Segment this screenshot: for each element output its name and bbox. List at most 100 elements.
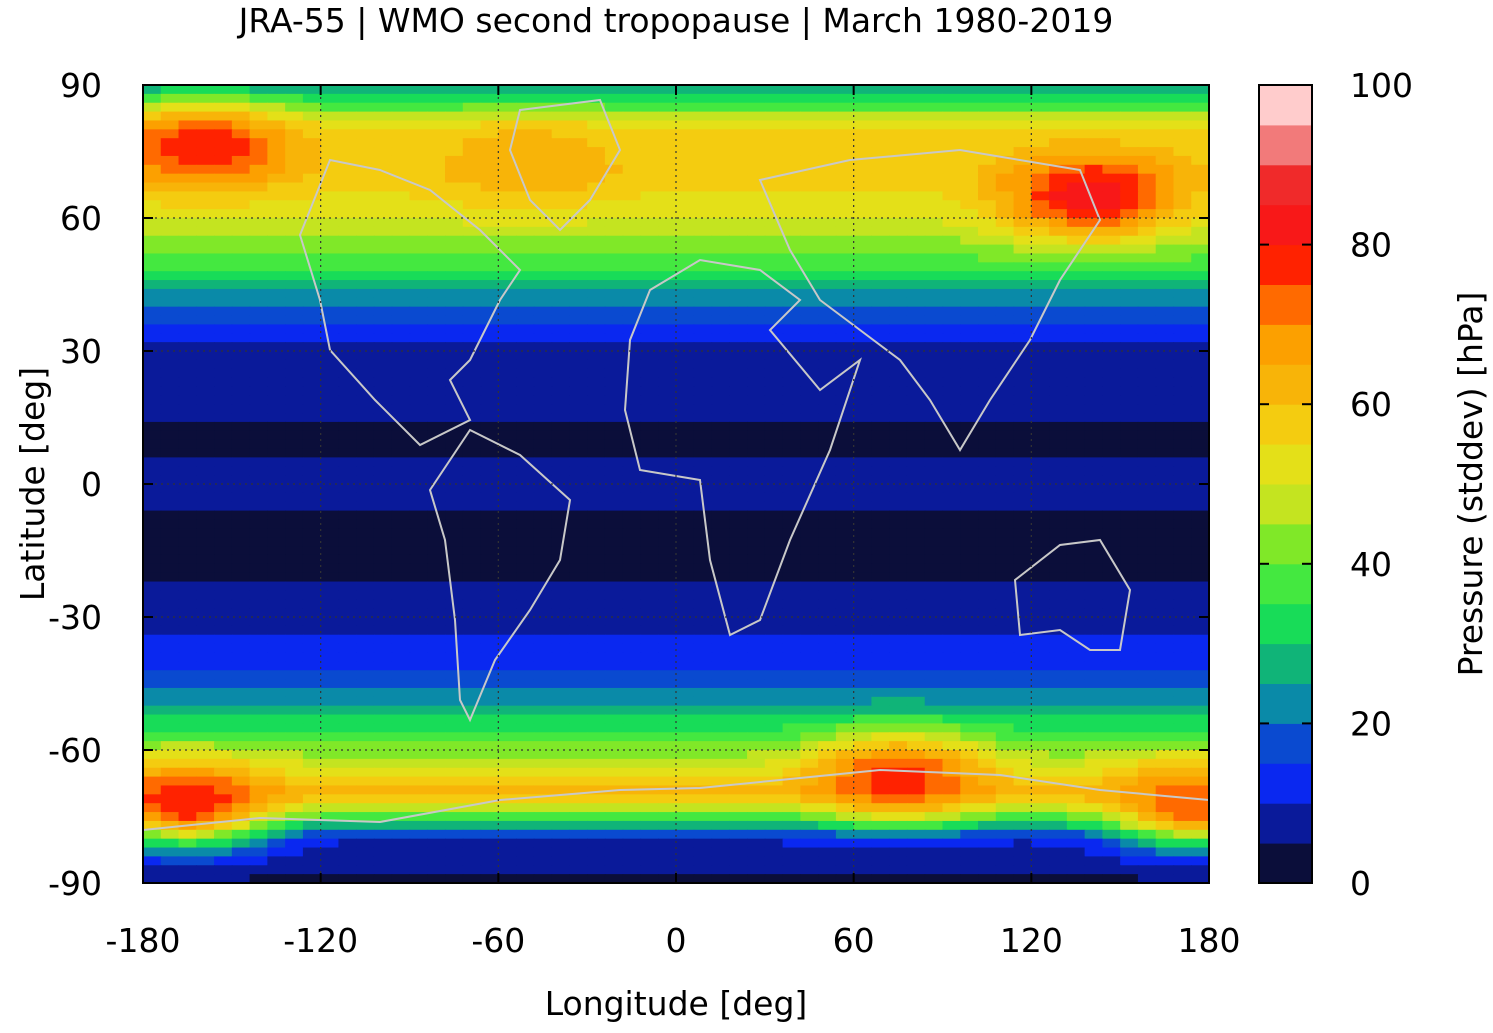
heatmap-cell	[214, 714, 233, 724]
heatmap-cell	[1102, 306, 1121, 317]
heatmap-cell	[373, 714, 393, 724]
heatmap-cell	[960, 599, 979, 609]
heatmap-cell	[302, 173, 322, 184]
heatmap-cell	[640, 687, 659, 698]
heatmap-cell	[729, 723, 748, 733]
heatmap-cell	[764, 315, 784, 325]
heatmap-cell	[373, 758, 393, 769]
heatmap-cell	[391, 679, 411, 689]
heatmap-cell	[835, 448, 855, 458]
heatmap-cell	[978, 102, 997, 113]
heatmap-cell	[693, 253, 713, 263]
heatmap-cell	[338, 306, 357, 317]
heatmap-cell	[320, 209, 340, 219]
heatmap-cell	[906, 155, 926, 166]
heatmap-cell	[480, 200, 499, 210]
heatmap-cell	[427, 297, 446, 308]
heatmap-cell	[391, 333, 411, 343]
heatmap-cell	[178, 537, 197, 547]
heatmap-cell	[1120, 519, 1139, 529]
heatmap-cell	[604, 563, 624, 574]
heatmap-cell	[800, 147, 819, 157]
heatmap-cell	[356, 820, 375, 831]
heatmap-cell	[835, 687, 855, 698]
heatmap-cell	[587, 200, 606, 210]
heatmap-cell	[480, 218, 499, 228]
heatmap-cell	[818, 634, 837, 645]
heatmap-cell	[480, 741, 499, 751]
heatmap-cell	[800, 714, 819, 724]
heatmap-cell	[249, 554, 268, 565]
heatmap-cell	[906, 590, 926, 600]
heatmap-cell	[1013, 519, 1032, 529]
heatmap-cell	[480, 599, 499, 609]
heatmap-cell	[302, 687, 322, 698]
heatmap-cell	[338, 590, 357, 600]
heatmap-cell	[249, 643, 268, 654]
heatmap-cell	[356, 218, 375, 228]
heatmap-cell	[800, 758, 819, 769]
heatmap-cell	[391, 750, 411, 760]
heatmap-cell	[1120, 528, 1139, 538]
heatmap-cell	[924, 209, 944, 219]
heatmap-cell	[462, 404, 482, 414]
heatmap-cell	[747, 85, 766, 95]
heatmap-cell	[1084, 404, 1103, 414]
heatmap-cell	[231, 741, 251, 751]
heatmap-cell	[178, 85, 197, 95]
heatmap-cell	[462, 670, 482, 680]
heatmap-cell	[498, 351, 517, 361]
heatmap-cell	[995, 723, 1015, 733]
heatmap-cell	[782, 750, 801, 760]
heatmap-cell	[604, 457, 624, 467]
heatmap-cell	[214, 457, 233, 467]
heatmap-cell	[906, 200, 926, 210]
heatmap-cell	[391, 581, 411, 591]
heatmap-cell	[1084, 368, 1103, 379]
heatmap-cell	[196, 209, 215, 219]
heatmap-cell	[214, 235, 233, 246]
heatmap-cell	[231, 581, 251, 591]
heatmap-cell	[853, 85, 873, 95]
heatmap-cell	[729, 102, 748, 113]
heatmap-cell	[160, 732, 180, 742]
heatmap-cell	[356, 643, 375, 654]
heatmap-cell	[729, 395, 748, 405]
heatmap-cell	[924, 244, 944, 255]
heatmap-cell	[231, 102, 251, 113]
heatmap-cell	[658, 554, 677, 565]
heatmap-cell	[533, 138, 553, 148]
heatmap-cell	[373, 271, 393, 281]
heatmap-cell	[693, 129, 713, 139]
heatmap-cell	[747, 368, 766, 379]
heatmap-cell	[409, 359, 428, 370]
heatmap-cell	[480, 280, 499, 290]
heatmap-cell	[640, 803, 659, 813]
heatmap-cell	[1049, 501, 1068, 512]
heatmap-cell	[445, 288, 464, 299]
heatmap-cell	[818, 209, 837, 219]
heatmap-cell	[445, 484, 464, 494]
heatmap-cell	[196, 510, 215, 521]
heatmap-cell	[391, 537, 411, 547]
heatmap-cell	[409, 625, 428, 636]
heatmap-cell	[995, 359, 1015, 370]
heatmap-cell	[835, 138, 855, 148]
heatmap-cell	[942, 634, 961, 645]
heatmap-cell	[267, 173, 286, 184]
heatmap-cell	[196, 421, 215, 432]
heatmap-cell	[373, 111, 393, 122]
heatmap-cell	[551, 226, 570, 237]
heatmap-cell	[942, 475, 961, 485]
heatmap-cell	[462, 537, 482, 547]
heatmap-cell	[1173, 750, 1192, 760]
heatmap-cell	[391, 120, 411, 130]
heatmap-cell	[1155, 563, 1175, 574]
heatmap-cell	[249, 333, 268, 343]
heatmap-cell	[1191, 85, 1209, 95]
heatmap-cell	[231, 306, 251, 317]
heatmap-cell	[604, 643, 624, 654]
heatmap-cell	[498, 475, 517, 485]
heatmap-cell	[551, 776, 570, 787]
heatmap-cell	[249, 634, 268, 645]
